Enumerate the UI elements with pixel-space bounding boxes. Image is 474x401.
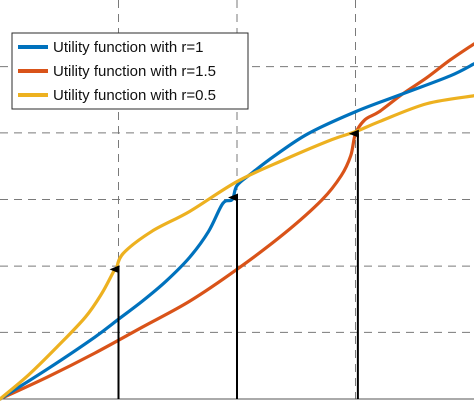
legend-label-2: Utility function with r=0.5 xyxy=(53,87,216,104)
legend-label-0: Utility function with r=1 xyxy=(53,39,203,56)
arrows xyxy=(109,129,359,399)
legend-label-1: Utility function with r=1.5 xyxy=(53,63,216,80)
legend-box xyxy=(11,32,249,110)
series-line-1 xyxy=(0,42,474,401)
legend: Utility function with r=1 Utility functio… xyxy=(11,32,249,110)
series-line-2 xyxy=(0,94,474,401)
